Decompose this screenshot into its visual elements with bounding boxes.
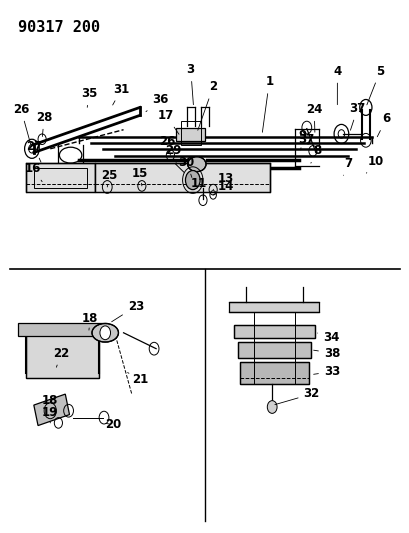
Text: 9: 9 bbox=[298, 129, 306, 150]
Bar bbox=[95, 163, 270, 192]
Text: 10: 10 bbox=[366, 155, 383, 173]
Bar bbox=[18, 323, 107, 336]
Text: 16: 16 bbox=[25, 162, 42, 182]
Bar bbox=[180, 120, 200, 144]
Bar bbox=[229, 302, 318, 312]
Text: 33: 33 bbox=[313, 365, 339, 378]
Bar bbox=[176, 127, 204, 141]
Text: 30: 30 bbox=[178, 156, 194, 177]
Bar bbox=[26, 163, 95, 192]
Ellipse shape bbox=[187, 157, 205, 172]
Text: 11: 11 bbox=[190, 177, 207, 196]
Ellipse shape bbox=[92, 324, 118, 342]
Circle shape bbox=[185, 171, 200, 190]
Circle shape bbox=[100, 326, 110, 340]
Text: 27: 27 bbox=[26, 140, 42, 162]
Text: 34: 34 bbox=[317, 331, 339, 344]
Text: 17: 17 bbox=[158, 109, 179, 134]
Bar bbox=[34, 168, 87, 188]
Text: 29: 29 bbox=[165, 144, 181, 164]
Text: 22: 22 bbox=[54, 346, 70, 367]
Text: 18: 18 bbox=[82, 312, 98, 330]
Text: 37: 37 bbox=[298, 133, 314, 147]
Text: 14: 14 bbox=[213, 180, 234, 195]
Text: 90317 200: 90317 200 bbox=[18, 20, 99, 35]
Text: 28: 28 bbox=[36, 111, 52, 136]
Text: 23: 23 bbox=[111, 300, 144, 322]
Text: 1: 1 bbox=[262, 75, 273, 132]
Bar bbox=[34, 394, 70, 425]
Text: 25: 25 bbox=[101, 169, 117, 187]
Bar bbox=[239, 362, 308, 384]
Bar bbox=[233, 325, 314, 338]
Bar bbox=[239, 362, 308, 384]
Text: 3: 3 bbox=[186, 63, 194, 104]
Text: 32: 32 bbox=[274, 387, 319, 405]
Text: 31: 31 bbox=[112, 83, 129, 105]
Text: 5: 5 bbox=[366, 64, 383, 105]
Text: 13: 13 bbox=[213, 172, 234, 190]
Text: 6: 6 bbox=[376, 112, 389, 137]
Bar bbox=[237, 342, 310, 358]
Text: 21: 21 bbox=[127, 373, 148, 386]
Text: 2: 2 bbox=[197, 80, 217, 130]
Text: 36: 36 bbox=[146, 93, 168, 112]
Text: 37: 37 bbox=[349, 102, 365, 130]
Text: 35: 35 bbox=[81, 87, 97, 107]
Bar bbox=[26, 335, 99, 378]
Bar bbox=[26, 163, 95, 192]
Text: 38: 38 bbox=[313, 346, 339, 360]
Text: 7: 7 bbox=[343, 157, 352, 175]
Text: 4: 4 bbox=[333, 64, 341, 104]
Text: 19: 19 bbox=[42, 406, 58, 423]
Text: 26: 26 bbox=[13, 103, 31, 146]
Text: 26: 26 bbox=[159, 134, 175, 155]
Text: 24: 24 bbox=[305, 103, 321, 132]
Text: 8: 8 bbox=[310, 144, 320, 163]
Bar bbox=[95, 163, 270, 192]
Text: 15: 15 bbox=[131, 167, 148, 186]
Circle shape bbox=[267, 401, 276, 414]
Text: 20: 20 bbox=[105, 418, 121, 431]
Bar bbox=[237, 342, 310, 358]
Bar bbox=[233, 325, 314, 338]
Text: 18: 18 bbox=[42, 394, 58, 411]
Bar bbox=[26, 335, 99, 378]
